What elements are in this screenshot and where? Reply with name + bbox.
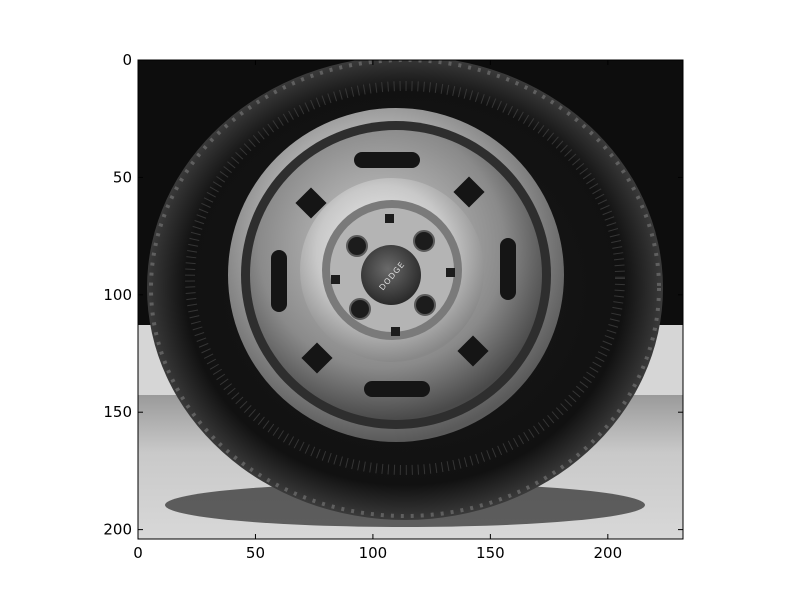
y-tick-label: 50 xyxy=(113,168,132,186)
lug-nuts xyxy=(346,230,436,320)
x-tick-label: 150 xyxy=(476,544,505,562)
y-tick-label: 100 xyxy=(103,286,132,304)
center-cap xyxy=(361,245,421,305)
y-tick-label: 200 xyxy=(103,521,132,539)
tire-tread xyxy=(149,60,661,518)
x-tick-label: 200 xyxy=(594,544,623,562)
wheel-photograph: DODGE xyxy=(138,60,683,539)
rim-slots xyxy=(271,152,516,397)
x-tick-label: 100 xyxy=(359,544,388,562)
axes-frame xyxy=(137,59,684,540)
wheel-holes xyxy=(331,214,455,336)
x-tick-label: 50 xyxy=(246,544,265,562)
y-tick-label: 0 xyxy=(122,51,132,69)
tire-sidewall-studs xyxy=(185,81,625,475)
y-tick-label: 150 xyxy=(103,403,132,421)
x-tick-label: 0 xyxy=(133,544,143,562)
